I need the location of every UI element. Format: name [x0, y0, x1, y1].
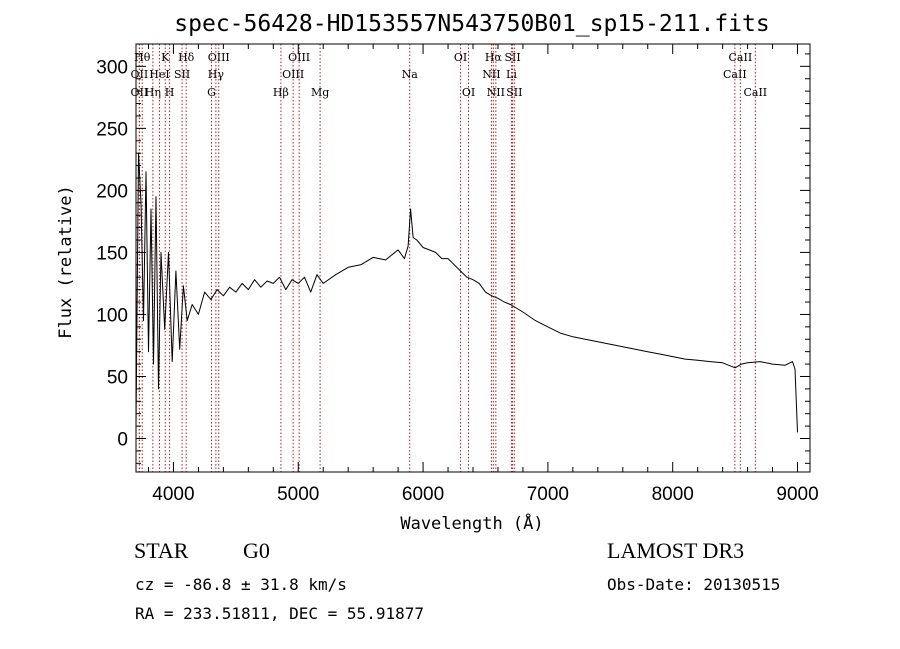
line-label-2: Hθ	[134, 51, 151, 64]
y-tick-label-6: 300	[96, 57, 128, 78]
plot-frame	[135, 43, 811, 473]
line-label-21: NII	[487, 86, 505, 99]
line-label-6: H	[165, 86, 175, 99]
line-markers: OII OII Hθ Hη HeI K H SII Hδ OIII Hγ G Hβ OIII OIII Mg N…	[131, 44, 767, 472]
line-label-12: Hβ	[273, 86, 289, 99]
y-axis-label: Flux (relative)	[56, 185, 76, 339]
y-tick-label-2: 100	[96, 305, 128, 326]
x-tick-label-5: 9000	[776, 484, 818, 505]
line-label-17: OI	[454, 51, 467, 64]
line-label-14: OIII	[282, 68, 304, 81]
line-label-0: OII	[131, 68, 149, 81]
line-label-8: Hδ	[178, 51, 195, 64]
object-subclass: G0	[243, 538, 270, 563]
line-label-5: K	[161, 51, 170, 64]
x-tick-label-3: 7000	[527, 484, 569, 505]
line-label-11: G	[207, 86, 216, 99]
y-tick-label-5: 250	[96, 119, 128, 140]
line-label-23: Li	[506, 68, 517, 81]
spectrum-line	[135, 152, 798, 433]
line-label-7: SII	[174, 68, 190, 81]
line-label-24: SII	[506, 86, 522, 99]
x-axis-label: Wavelength (Å)	[400, 512, 543, 534]
line-label-18: OI	[462, 86, 475, 99]
line-label-9: OIII	[208, 51, 230, 64]
x-tick-label-0: 4000	[152, 484, 194, 505]
survey-name: LAMOST DR3	[607, 538, 745, 563]
line-label-26: CaII	[723, 68, 747, 81]
object-class: STAR	[134, 538, 189, 563]
axis-ticks: 4000 5000 6000 7000 8000 9000 0 50 100 150 200 250 3…	[96, 44, 819, 505]
line-label-20: NII	[482, 68, 500, 81]
line-label-10: Hγ	[208, 68, 225, 81]
chart-title: spec-56428-HD153557N543750B01_sp15-211.f…	[174, 11, 769, 37]
x-tick-label-2: 6000	[402, 484, 444, 505]
line-label-16: Na	[402, 68, 419, 81]
line-label-25: CaII	[729, 51, 753, 64]
obs-date: Obs-Date: 20130515	[607, 575, 781, 594]
coordinates: RA = 233.51811, DEC = 55.91877	[135, 604, 424, 623]
y-tick-label-3: 150	[96, 243, 128, 264]
line-label-3: Hη	[145, 86, 161, 99]
y-tick-label-0: 0	[117, 430, 128, 451]
line-label-19: Hα	[485, 51, 503, 64]
y-tick-label-4: 200	[96, 181, 128, 202]
y-tick-label-1: 50	[107, 367, 128, 388]
x-tick-label-4: 8000	[652, 484, 694, 505]
line-label-27: CaII	[743, 86, 767, 99]
spectrum-layer	[135, 152, 798, 433]
redshift-text: cz = -86.8 ± 31.8 km/s	[135, 575, 347, 594]
line-label-22: SII	[504, 51, 520, 64]
line-label-1: OII	[131, 86, 149, 99]
x-tick-label-1: 5000	[277, 484, 319, 505]
line-label-13: OIII	[288, 51, 310, 64]
line-label-4: HeI	[149, 68, 169, 81]
line-label-15: Mg	[311, 86, 329, 99]
